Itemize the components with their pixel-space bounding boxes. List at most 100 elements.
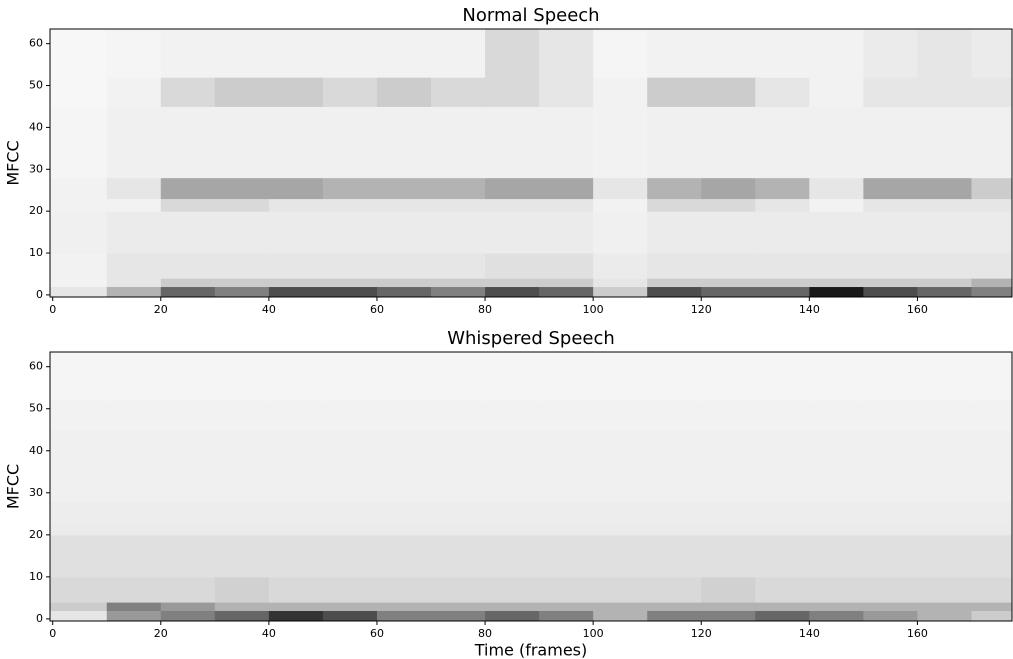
heat-cell xyxy=(809,352,864,401)
heat-cell xyxy=(268,352,324,401)
heat-cell xyxy=(863,106,918,179)
heat-cell xyxy=(755,400,810,431)
heat-cell xyxy=(647,286,702,298)
heat-cell xyxy=(431,286,486,298)
heat-cell xyxy=(485,198,540,212)
heat-cell xyxy=(539,602,594,611)
heat-cell xyxy=(485,522,540,536)
heat-cell xyxy=(485,278,540,288)
heat-cell xyxy=(971,429,1013,502)
heat-cell xyxy=(863,253,918,279)
heat-cell xyxy=(214,211,270,254)
heat-cell xyxy=(160,211,216,254)
heat-cell xyxy=(214,501,270,523)
heat-cell xyxy=(106,352,162,401)
heat-cell xyxy=(593,29,648,78)
heat-cell xyxy=(917,352,972,401)
heat-cell xyxy=(322,610,378,622)
heat-cell xyxy=(485,400,540,431)
heat-cell xyxy=(50,211,108,254)
heat-cell xyxy=(268,576,324,603)
heat-cell xyxy=(106,522,162,536)
heat-cell xyxy=(50,77,108,107)
heat-cell xyxy=(268,29,324,78)
heat-cell xyxy=(647,610,702,622)
heat-cell xyxy=(593,177,648,200)
heat-cell xyxy=(539,534,594,578)
heat-cell xyxy=(647,400,702,431)
heat-cell xyxy=(431,29,486,78)
heat-cell xyxy=(160,177,216,200)
heat-cell xyxy=(539,400,594,431)
heat-cell xyxy=(971,602,1013,611)
heat-cell xyxy=(485,253,540,279)
y-tick-label: 0 xyxy=(36,288,43,301)
heat-cell xyxy=(268,534,324,578)
heat-cell xyxy=(214,286,270,298)
heat-cell xyxy=(971,211,1013,254)
heat-cell xyxy=(268,177,324,200)
heat-cell xyxy=(971,177,1013,200)
heat-cell xyxy=(647,352,702,401)
heat-cell xyxy=(701,198,756,212)
heat-cell xyxy=(863,400,918,431)
heat-cell xyxy=(701,522,756,536)
heat-cell xyxy=(322,198,378,212)
heat-cell xyxy=(647,106,702,179)
heat-cell xyxy=(485,610,540,622)
x-tick-label: 80 xyxy=(478,303,492,316)
heat-cell xyxy=(322,211,378,254)
y-tick-label: 10 xyxy=(29,570,43,583)
heat-cell xyxy=(809,211,864,254)
heat-cell xyxy=(268,198,324,212)
heat-cell xyxy=(376,211,432,254)
heat-cell xyxy=(431,77,486,107)
heat-cell xyxy=(917,576,972,603)
y-tick-label: 30 xyxy=(29,162,43,175)
axes-frame xyxy=(49,351,1013,622)
heat-cell xyxy=(50,253,108,279)
heat-cell xyxy=(809,576,864,603)
heat-cell xyxy=(755,177,810,200)
heat-cell xyxy=(971,77,1013,107)
heat-cell xyxy=(539,429,594,502)
heat-cell xyxy=(376,610,432,622)
heat-cell xyxy=(214,253,270,279)
heat-cell xyxy=(50,352,108,401)
heat-cell xyxy=(214,177,270,200)
heat-cell xyxy=(539,177,594,200)
heat-cell xyxy=(917,602,972,611)
heat-cell xyxy=(106,211,162,254)
heat-cell xyxy=(214,77,270,107)
heat-cell xyxy=(322,253,378,279)
heat-cell xyxy=(160,400,216,431)
heat-cell xyxy=(268,610,324,622)
heat-cell xyxy=(160,610,216,622)
heat-cell xyxy=(809,177,864,200)
heat-cell xyxy=(593,429,648,502)
heat-cell xyxy=(809,278,864,288)
heat-cell xyxy=(701,278,756,288)
heat-cell xyxy=(106,501,162,523)
heat-cell xyxy=(701,429,756,502)
y-tick-label: 30 xyxy=(29,486,43,499)
heat-cell xyxy=(50,286,108,298)
x-tick-label: 140 xyxy=(799,627,820,640)
heat-cell xyxy=(214,106,270,179)
heat-cell xyxy=(863,286,918,298)
heat-cell xyxy=(971,400,1013,431)
heat-cell xyxy=(539,77,594,107)
heat-cell xyxy=(376,198,432,212)
axes-frame xyxy=(49,28,1013,298)
heat-cell xyxy=(539,106,594,179)
x-tick-label: 100 xyxy=(583,627,604,640)
heat-cell xyxy=(863,29,918,78)
heat-cell xyxy=(214,352,270,401)
heat-cell xyxy=(701,352,756,401)
heat-cell xyxy=(485,286,540,298)
y-tick-label: 20 xyxy=(29,528,43,541)
heat-cell xyxy=(268,429,324,502)
heat-cell xyxy=(863,602,918,611)
heat-cell xyxy=(971,29,1013,78)
